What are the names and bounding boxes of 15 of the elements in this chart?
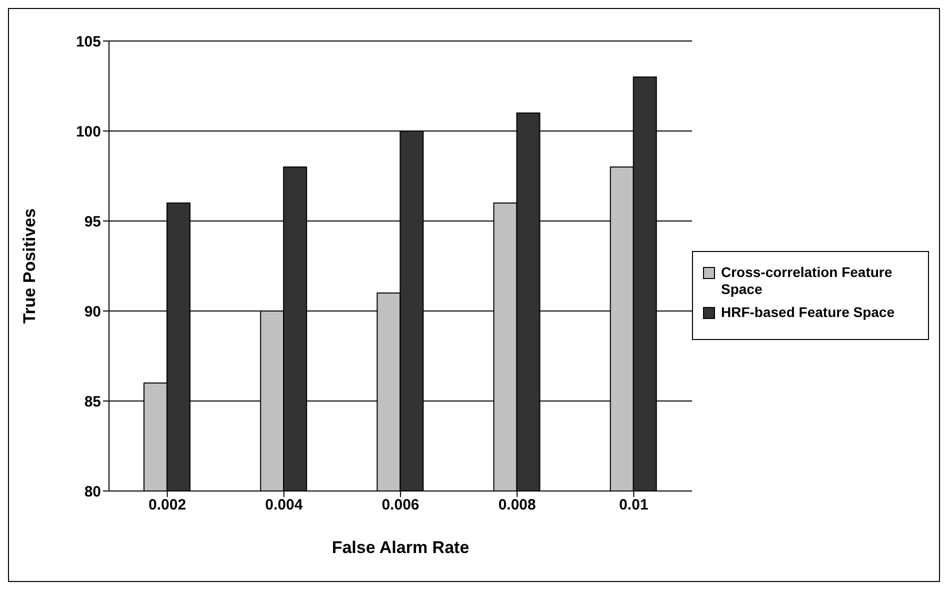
y-tick-label: 90 <box>84 303 101 320</box>
x-axis-title: False Alarm Rate <box>332 538 470 557</box>
y-tick-label: 95 <box>84 213 101 230</box>
y-tick-label: 100 <box>76 123 101 140</box>
legend-label: HRF-based Feature Space <box>721 304 894 320</box>
y-tick-label: 80 <box>84 483 101 500</box>
legend-label: Cross-correlation Feature Space <box>721 264 894 298</box>
x-tick-label: 0.006 <box>382 496 420 514</box>
y-tick-label: 85 <box>84 393 101 410</box>
y-axis-title: True Positives <box>20 208 40 324</box>
x-tick-label: 0.01 <box>619 496 648 514</box>
x-tick-label: 0.004 <box>265 496 304 514</box>
y-tick-label: 105 <box>76 33 101 50</box>
x-tick-label: 0.002 <box>148 496 186 514</box>
x-tick-label: 0.008 <box>498 496 536 514</box>
